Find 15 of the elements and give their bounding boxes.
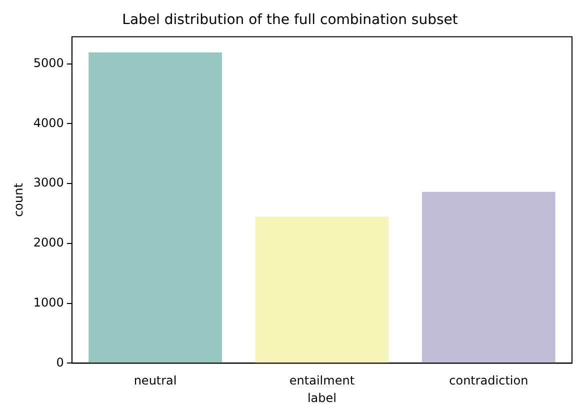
bar	[255, 216, 389, 363]
bar	[422, 192, 556, 363]
y-tick-label: 0	[56, 355, 64, 370]
x-tick-label: neutral	[134, 374, 177, 388]
x-axis-title: label	[307, 390, 336, 405]
chart-title: Label distribution of the full combination subset	[122, 12, 458, 28]
bar	[88, 52, 222, 363]
x-tick-label: contradiction	[449, 374, 528, 388]
x-tick-label: entailment	[289, 374, 355, 388]
y-tick-label: 2000	[33, 236, 64, 250]
y-tick-label: 1000	[33, 295, 64, 310]
y-tick-label: 3000	[33, 176, 64, 190]
y-tick-label: 4000	[33, 116, 64, 130]
y-tick-label: 5000	[33, 56, 64, 70]
y-axis-title: count	[11, 182, 26, 217]
